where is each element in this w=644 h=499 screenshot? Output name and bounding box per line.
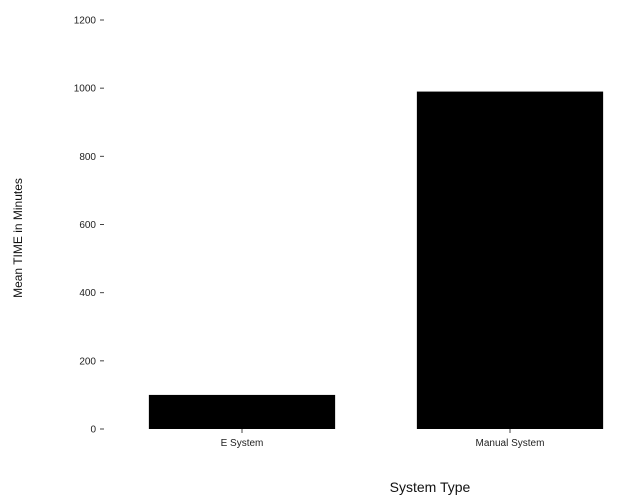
y-tick-label: 1200 [74, 16, 97, 27]
x-tick-label: Manual System [476, 438, 545, 449]
y-tick-label: 400 [79, 288, 96, 299]
x-axis-title: System Type [390, 479, 471, 495]
y-axis-title: Mean TIME in Minutes [11, 178, 25, 298]
bar-e-system [148, 394, 336, 429]
y-tick-label: 0 [90, 425, 96, 436]
bars [148, 91, 604, 429]
x-tick-label: E System [221, 438, 264, 449]
y-tick-label: 800 [79, 152, 96, 163]
y-tick-label: 200 [79, 356, 96, 367]
bar-manual-system [416, 91, 604, 429]
y-tick-label: 600 [79, 220, 96, 231]
y-axis-ticks: 0 200 400 600 800 1000 1200 [74, 16, 104, 436]
y-tick-label: 1000 [74, 84, 97, 95]
x-axis-ticks: E System Manual System [221, 429, 545, 449]
